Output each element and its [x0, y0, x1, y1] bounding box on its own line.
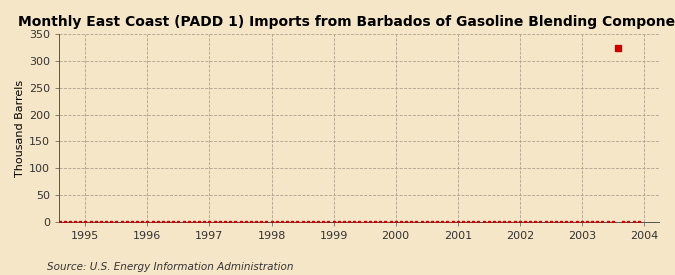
Text: Source: U.S. Energy Information Administration: Source: U.S. Energy Information Administ… [47, 262, 294, 272]
Title: Monthly East Coast (PADD 1) Imports from Barbados of Gasoline Blending Component: Monthly East Coast (PADD 1) Imports from… [18, 15, 675, 29]
Y-axis label: Thousand Barrels: Thousand Barrels [15, 79, 25, 177]
